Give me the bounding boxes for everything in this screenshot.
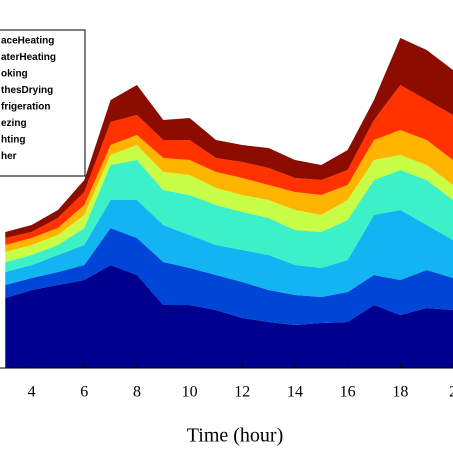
area [5, 228, 453, 325]
area [5, 145, 453, 262]
area [5, 85, 453, 245]
legend-entry: oking [1, 69, 28, 80]
area [5, 38, 453, 238]
legend-entry: aceHeating [1, 36, 54, 47]
x-axis-label: Time (hour) [187, 425, 283, 447]
x-tick-label: 10 [182, 384, 198, 401]
legend-entry: her [1, 151, 17, 162]
legend-entry: thesDrying [1, 85, 53, 96]
x-tick-label: 18 [392, 384, 408, 401]
x-tick-label: 12 [234, 384, 250, 401]
area [5, 130, 453, 252]
x-tick-label: 8 [133, 384, 141, 401]
x-tick-label: 16 [340, 384, 356, 401]
area [5, 200, 453, 297]
legend-entry: frigeration [1, 102, 50, 113]
legend-entry: aterHeating [1, 52, 56, 63]
x-tick-label: 4 [28, 384, 36, 401]
legend-box [0, 29, 86, 177]
x-tick-label: 14 [287, 384, 303, 401]
legend-entry: hting [1, 135, 25, 146]
x-tick-label: 2 [449, 384, 453, 401]
area [5, 265, 453, 368]
legend-entry: ezing [1, 118, 27, 129]
area [5, 160, 453, 272]
x-tick-label: 6 [80, 384, 88, 401]
